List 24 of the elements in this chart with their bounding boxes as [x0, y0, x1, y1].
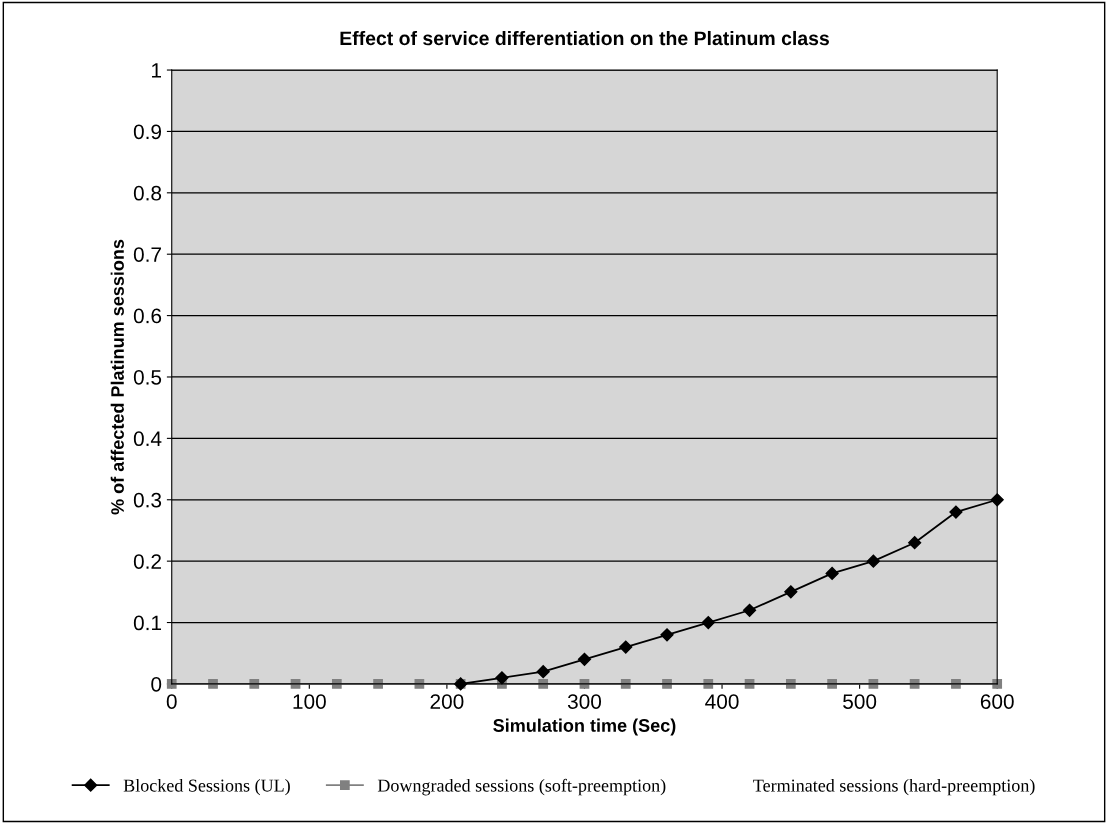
y-tick-label: 0.4: [133, 431, 162, 447]
y-tick-label: 0.5: [133, 369, 162, 385]
x-tick-label: 0: [166, 694, 177, 709]
y-tick-label: 0.1: [133, 615, 161, 631]
x-tick-label: 300: [567, 694, 602, 709]
x-tick-label: 500: [843, 694, 877, 709]
x-tick-label: 600: [980, 694, 1014, 709]
y-tick-label: 0.7: [133, 247, 161, 262]
x-tick-label: 200: [430, 694, 464, 709]
x-tick-label: 100: [293, 694, 326, 709]
y-tick-label: 0.9: [133, 124, 162, 140]
x-axis-title: Simulation time (Sec): [493, 718, 676, 736]
y-tick-label: 0.2: [133, 554, 161, 569]
legend-label: Downgraded sessions (soft-preemption): [377, 778, 666, 796]
y-tick-label: 0.3: [133, 492, 162, 508]
x-tick-label: 400: [705, 694, 739, 709]
y-tick-label: 0.8: [133, 185, 162, 201]
y-axis-title: % of affected Platinum sessions: [110, 239, 124, 515]
y-tick-label: 0: [151, 676, 162, 692]
chart-title: Effect of service differentiation on the Platinum class: [340, 30, 829, 46]
text: Terminated sessions (hard-preemption): [753, 778, 1035, 796]
legend-label: Blocked Sessions (UL): [123, 778, 290, 796]
y-tick-label: 0.6: [133, 308, 162, 324]
y-tick-label: 1: [152, 63, 161, 78]
